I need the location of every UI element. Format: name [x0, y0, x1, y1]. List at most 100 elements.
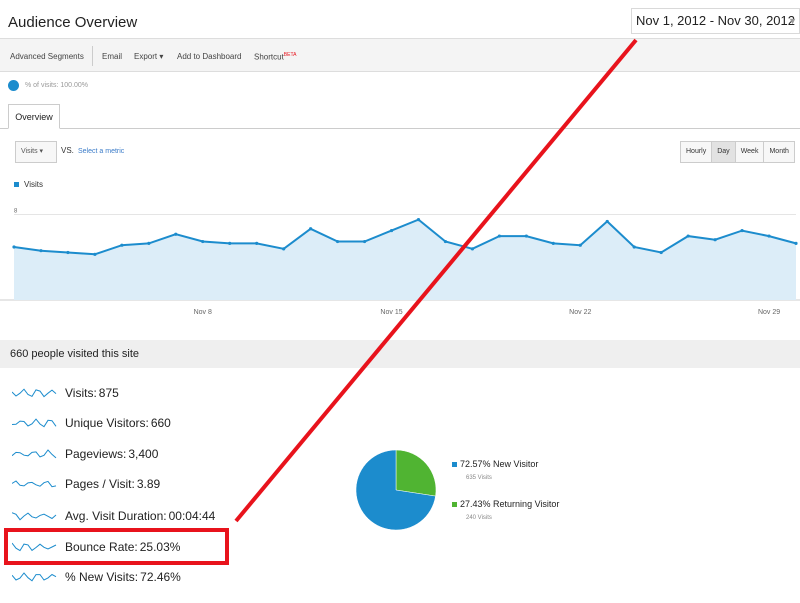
chart-point[interactable]: [443, 239, 448, 244]
metric-row: Pages / Visit: 3.89: [12, 474, 160, 494]
metric-value: 660: [150, 416, 171, 430]
metric-label: Visits:: [65, 386, 97, 400]
beta-badge: BETA: [283, 52, 297, 58]
pie-label-new: New Visitor: [493, 459, 539, 469]
sparkline-icon: [12, 418, 57, 428]
toolbar: Advanced Segments Email Export ▾ Add to …: [0, 38, 800, 72]
pie-legend-new: 72.57% New Visitor: [452, 459, 538, 469]
metric-label: Pages / Visit:: [65, 477, 135, 491]
legend-label: Visits: [24, 180, 43, 189]
chart-point[interactable]: [470, 247, 475, 251]
chart-point[interactable]: [767, 234, 771, 238]
vs-label: VS.: [61, 146, 74, 155]
metric-value: 3.89: [136, 477, 161, 491]
sparkline-icon: [12, 388, 57, 398]
chart-point[interactable]: [605, 219, 609, 224]
sparkline-icon: [12, 512, 57, 521]
chart-point[interactable]: [659, 250, 663, 255]
sparkline-icon: [12, 480, 57, 488]
visitor-pie-chart: [355, 449, 437, 531]
metric-value: 72.46%: [140, 570, 181, 584]
chart-point[interactable]: [282, 247, 286, 251]
chevron-down-icon: ▼: [788, 16, 797, 26]
legend-swatch-returning: [452, 502, 457, 508]
chart-point[interactable]: [39, 249, 43, 253]
chart-point[interactable]: [335, 239, 340, 244]
select-metric-link[interactable]: Select a metric: [78, 148, 125, 155]
pie-legend-returning: 27.43% Returning Visitor: [452, 499, 559, 509]
segment-icon[interactable]: [8, 80, 19, 91]
email-button[interactable]: Email: [102, 52, 123, 61]
metric-value: 25.03%: [139, 540, 181, 554]
page-title: Audience Overview: [8, 14, 138, 31]
y-tick-top: 8: [14, 209, 18, 215]
metric-row: Visits: 875: [12, 383, 119, 403]
advanced-segments-button[interactable]: Advanced Segments: [10, 52, 84, 61]
chart-point[interactable]: [686, 234, 690, 238]
add-to-dashboard-button[interactable]: Add to Dashboard: [177, 52, 242, 61]
chart-point[interactable]: [497, 234, 501, 238]
highlight-box: [4, 528, 229, 565]
segment-percent: % of visits: 100.00%: [25, 82, 89, 89]
pie-percent-returning: 27.43%: [460, 499, 491, 509]
metric-row: Avg. Visit Duration: 00:04:44: [12, 506, 215, 526]
metric-dropdown[interactable]: Visits ▾: [15, 141, 57, 163]
x-tick-label: Nov 15: [380, 309, 402, 316]
date-range-picker[interactable]: Nov 1, 2012 - Nov 30, 2012 ▼: [631, 8, 800, 34]
chart-point[interactable]: [93, 252, 97, 256]
metric-value: 3,400: [128, 447, 159, 461]
period-month[interactable]: Month: [763, 142, 794, 162]
chart-point[interactable]: [66, 250, 70, 255]
metric-row: Unique Visitors: 660: [12, 413, 171, 433]
chart-point[interactable]: [740, 228, 744, 233]
chart-point[interactable]: [201, 239, 205, 244]
pie-percent-new: 72.57%: [460, 459, 491, 469]
chart-point[interactable]: [120, 243, 124, 247]
metric-label: Bounce Rate:: [65, 540, 138, 554]
chart-point[interactable]: [309, 227, 313, 231]
shortcut-button[interactable]: ShortcutBETA: [254, 52, 297, 62]
export-button[interactable]: Export ▾: [134, 52, 164, 61]
metric-value: 875: [98, 386, 119, 400]
metric-label: Avg. Visit Duration:: [65, 509, 167, 523]
metric-value: 00:04:44: [168, 509, 216, 523]
x-tick-label: Nov 29: [758, 309, 780, 316]
chart-point[interactable]: [147, 241, 151, 245]
chart-point[interactable]: [794, 241, 798, 245]
pie-sub-new: 635 Visits: [466, 475, 492, 481]
chart-point[interactable]: [174, 232, 178, 236]
shortcut-label: Shortcut: [254, 52, 284, 62]
summary-bar: 660 people visited this site: [0, 340, 800, 368]
chart-point[interactable]: [389, 228, 394, 233]
pie-label-returning: Returning Visitor: [493, 499, 560, 509]
pie-slice[interactable]: [395, 449, 437, 497]
chart-point[interactable]: [255, 241, 259, 245]
period-week[interactable]: Week: [734, 142, 764, 162]
metric-row: Bounce Rate: 25.03%: [12, 537, 180, 557]
chart-point[interactable]: [12, 245, 16, 249]
chart-point[interactable]: [632, 245, 636, 249]
x-tick-label: Nov 22: [569, 309, 591, 316]
period-hourly[interactable]: Hourly: [681, 142, 712, 162]
x-tick-label: Nov 8: [194, 309, 212, 316]
chart-point[interactable]: [524, 234, 528, 238]
metric-row: % New Visits: 72.46%: [12, 567, 181, 587]
period-day[interactable]: Day: [711, 142, 735, 162]
date-range-text: Nov 1, 2012 - Nov 30, 2012: [636, 13, 795, 28]
chart-area-fill: [14, 219, 796, 300]
chart-point[interactable]: [578, 243, 582, 247]
metric-label: Unique Visitors:: [65, 416, 149, 430]
metric-label: Pageviews:: [65, 447, 127, 461]
tab-overview[interactable]: Overview: [8, 104, 60, 129]
chart-point[interactable]: [713, 238, 717, 242]
chart-point[interactable]: [416, 218, 421, 222]
metric-label: % New Visits:: [65, 570, 139, 584]
metric-row: Pageviews: 3,400: [12, 444, 158, 464]
chart-point[interactable]: [551, 241, 555, 245]
legend-swatch: [14, 182, 19, 187]
sparkline-icon: [12, 449, 57, 459]
sparkline-icon: [12, 542, 57, 552]
chart-point[interactable]: [228, 241, 232, 245]
chart-point[interactable]: [362, 239, 367, 244]
